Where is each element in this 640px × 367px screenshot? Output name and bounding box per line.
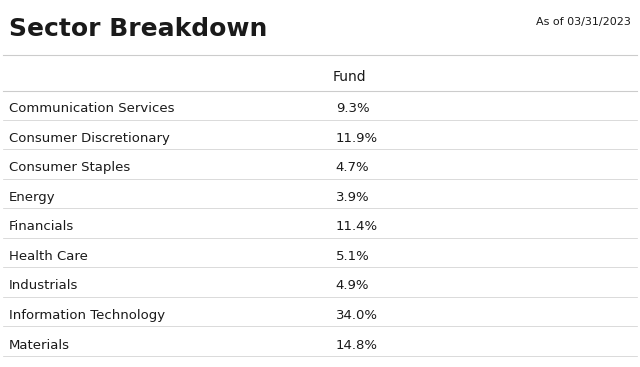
- Text: Energy: Energy: [9, 191, 56, 204]
- Text: Fund: Fund: [333, 70, 366, 84]
- Text: Industrials: Industrials: [9, 280, 79, 292]
- Text: 9.3%: 9.3%: [336, 102, 369, 115]
- Text: Information Technology: Information Technology: [9, 309, 165, 322]
- Text: 11.9%: 11.9%: [336, 132, 378, 145]
- Text: Financials: Financials: [9, 221, 74, 233]
- Text: 11.4%: 11.4%: [336, 221, 378, 233]
- Text: 4.7%: 4.7%: [336, 161, 369, 174]
- Text: 3.9%: 3.9%: [336, 191, 369, 204]
- Text: 34.0%: 34.0%: [336, 309, 378, 322]
- Text: Consumer Staples: Consumer Staples: [9, 161, 131, 174]
- Text: Materials: Materials: [9, 338, 70, 352]
- Text: Consumer Discretionary: Consumer Discretionary: [9, 132, 170, 145]
- Text: Sector Breakdown: Sector Breakdown: [9, 17, 268, 41]
- Text: Communication Services: Communication Services: [9, 102, 175, 115]
- Text: Health Care: Health Care: [9, 250, 88, 263]
- Text: As of 03/31/2023: As of 03/31/2023: [536, 17, 631, 27]
- Text: 5.1%: 5.1%: [336, 250, 370, 263]
- Text: 4.9%: 4.9%: [336, 280, 369, 292]
- Text: 14.8%: 14.8%: [336, 338, 378, 352]
